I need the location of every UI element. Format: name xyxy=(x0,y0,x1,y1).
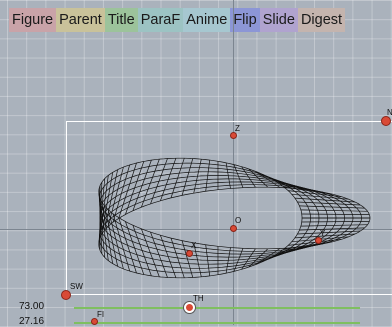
point-o[interactable] xyxy=(230,225,237,232)
slider-th-track[interactable] xyxy=(74,307,360,309)
point-x[interactable] xyxy=(186,250,193,257)
horizontal-axis xyxy=(0,229,392,230)
point-ne-label: N xyxy=(387,108,392,117)
slider-th-label: TH xyxy=(193,294,204,303)
point-z[interactable] xyxy=(230,132,237,139)
point-ne[interactable] xyxy=(381,116,391,126)
tab-digest[interactable]: Digest xyxy=(297,8,346,32)
slider-th-value: 73.00 xyxy=(19,301,45,312)
point-x-label: X xyxy=(191,241,197,250)
point-o-label: O xyxy=(235,216,242,225)
slider-fi-label: FI xyxy=(97,310,105,319)
tab-flip[interactable]: Flip xyxy=(230,8,260,32)
tab-figure[interactable]: Figure xyxy=(9,8,57,32)
bounding-frame xyxy=(66,121,392,295)
point-sw[interactable] xyxy=(61,290,71,300)
tab-anime[interactable]: Anime xyxy=(183,8,231,32)
point-z-label: Z xyxy=(235,124,240,133)
point-y[interactable] xyxy=(315,237,322,244)
tab-parent[interactable]: Parent xyxy=(56,8,105,32)
slider-fi-value: 27.16 xyxy=(19,316,45,327)
tab-paraf[interactable]: ParaF xyxy=(137,8,184,32)
point-sw-label: SW xyxy=(70,282,83,291)
slider-th-handle[interactable] xyxy=(184,302,195,313)
vertical-axis xyxy=(233,0,234,325)
slider-fi-handle[interactable] xyxy=(91,318,98,325)
tab-slide[interactable]: Slide xyxy=(259,8,298,32)
tab-title[interactable]: Title xyxy=(104,8,138,32)
toolbar: Figure Parent Title ParaF Anime Flip Sli… xyxy=(9,8,346,32)
point-y-label: Y xyxy=(320,229,326,238)
slider-fi-track[interactable] xyxy=(74,322,360,324)
